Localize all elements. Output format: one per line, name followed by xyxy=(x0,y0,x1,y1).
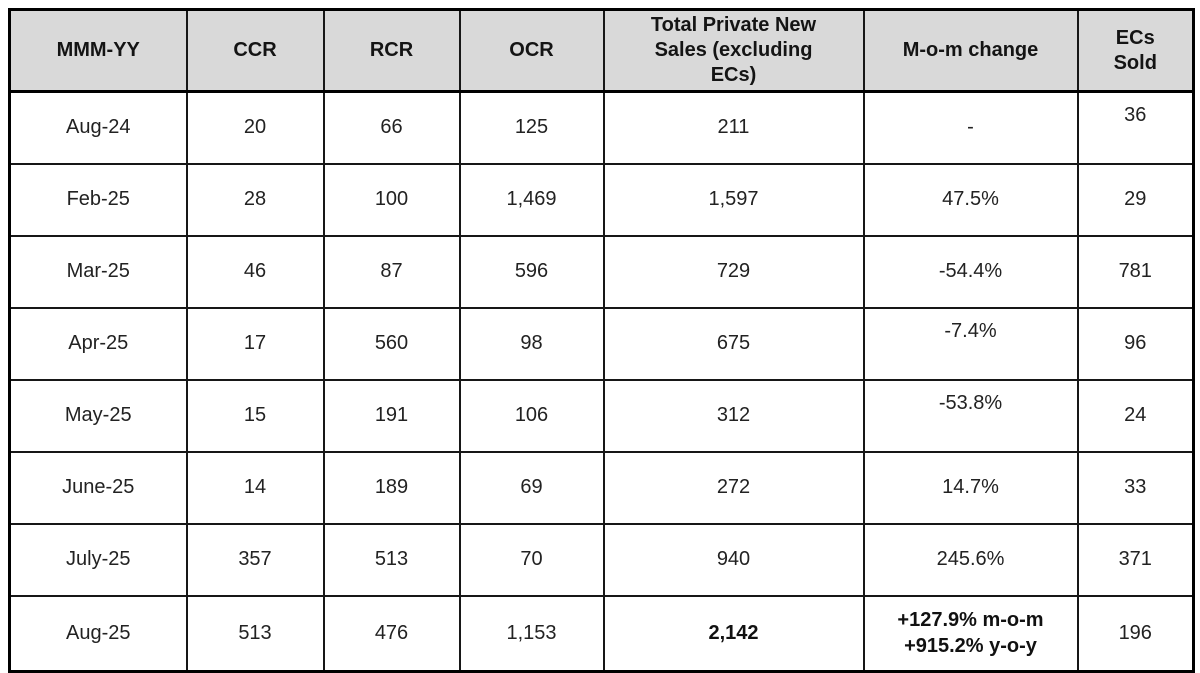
cell-rcr: 87 xyxy=(322,234,461,309)
cell-total: 1,597 xyxy=(602,162,865,237)
cell-mom: 245.6% xyxy=(862,522,1079,597)
column-header-rcr: RCR xyxy=(322,8,461,93)
cell-month: June-25 xyxy=(8,450,188,525)
cell-ecs: 24 xyxy=(1076,378,1195,453)
column-header-total-private-new-sales: Total Private New Sales (excluding ECs) xyxy=(602,8,865,93)
column-header-ocr: OCR xyxy=(458,8,605,93)
cell-ecs: 36 xyxy=(1076,90,1195,165)
column-header-label: ECs Sold xyxy=(1113,26,1157,74)
cell-ccr: 14 xyxy=(185,450,325,525)
cell-ccr: 15 xyxy=(185,378,325,453)
cell-mom: +127.9% m-o-m +915.2% y-o-y xyxy=(862,594,1079,673)
table-row: June-25 14 189 69 272 14.7% 33 xyxy=(8,450,1195,525)
cell-total: 729 xyxy=(602,234,865,309)
cell-ocr: 1,469 xyxy=(458,162,605,237)
column-header-ecs-sold: ECs Sold xyxy=(1076,8,1195,93)
cell-month: Apr-25 xyxy=(8,306,188,381)
cell-rcr: 513 xyxy=(322,522,461,597)
table-body: Aug-24 20 66 125 211-36 Feb-25 28 100 1,469 1,597… xyxy=(8,90,1195,673)
cell-rcr: 560 xyxy=(322,306,461,381)
cell-ocr: 69 xyxy=(458,450,605,525)
cell-ccr: 46 xyxy=(185,234,325,309)
cell-mom: 47.5% xyxy=(862,162,1079,237)
cell-ocr: 98 xyxy=(458,306,605,381)
cell-total: 940 xyxy=(602,522,865,597)
cell-ecs: 29 xyxy=(1076,162,1195,237)
cell-ocr: 1,153 xyxy=(458,594,605,673)
table-row: Apr-25 17 560 98 675 -7.4% 96 xyxy=(8,306,1195,381)
cell-rcr: 66 xyxy=(322,90,461,165)
header-row: MMM-YY CCR RCR OCR Total Private New Sal… xyxy=(8,8,1195,93)
column-header-label: RCR xyxy=(369,39,414,61)
table-header: MMM-YY CCR RCR OCR Total Private New Sal… xyxy=(8,8,1195,93)
cell-month: Aug-25 xyxy=(8,594,188,673)
cell-ocr: 596 xyxy=(458,234,605,309)
column-header-label: OCR xyxy=(509,39,554,61)
cell-rcr: 476 xyxy=(322,594,461,673)
column-header-month: MMM-YY xyxy=(8,8,188,93)
table-row: May-25 15 191 106 312 -53.8% 24 xyxy=(8,378,1195,453)
table-row: Feb-25 28 100 1,469 1,597 47.5% 29 xyxy=(8,162,1195,237)
cell-rcr: 189 xyxy=(322,450,461,525)
cell-ecs: 371 xyxy=(1076,522,1195,597)
cell-ecs: 33 xyxy=(1076,450,1195,525)
monthly-new-private-home-sales-table: MMM-YY CCR RCR OCR Total Private New Sal… xyxy=(8,8,1195,673)
column-header-ccr: CCR xyxy=(185,8,325,93)
cell-ccr: 513 xyxy=(185,594,325,673)
cell-ecs: 781 xyxy=(1076,234,1195,309)
column-header-label: CCR xyxy=(233,39,277,61)
cell-total: 312 xyxy=(602,378,865,453)
table-row: Mar-25 46 87 596 729 -54.4% 781 xyxy=(8,234,1195,309)
table-row: July-25 357 513 70 940 245.6% 371 xyxy=(8,522,1195,597)
cell-ccr: 28 xyxy=(185,162,325,237)
column-header-label: M-o-m change xyxy=(902,39,1039,61)
column-header-label: Total Private New Sales (excluding ECs) xyxy=(650,14,817,86)
cell-total: 272 xyxy=(602,450,865,525)
cell-ecs: 96 xyxy=(1076,306,1195,381)
cell-ccr: 17 xyxy=(185,306,325,381)
cell-total: 675 xyxy=(602,306,865,381)
cell-ccr: 20 xyxy=(185,90,325,165)
cell-mom: 14.7% xyxy=(862,450,1079,525)
cell-month: May-25 xyxy=(8,378,188,453)
cell-mom: - xyxy=(862,90,1079,165)
cell-rcr: 100 xyxy=(322,162,461,237)
table-row: Aug-25 513 476 1,153 2,142 +127.9% m-o-m +915… xyxy=(8,594,1195,673)
cell-ccr: 357 xyxy=(185,522,325,597)
cell-ocr: 106 xyxy=(458,378,605,453)
table-row: Aug-24 20 66 125 211-36 xyxy=(8,90,1195,165)
cell-total: 211 xyxy=(602,90,865,165)
cell-mom: -53.8% xyxy=(862,378,1079,453)
cell-month: Feb-25 xyxy=(8,162,188,237)
cell-month: Mar-25 xyxy=(8,234,188,309)
cell-month: July-25 xyxy=(8,522,188,597)
cell-rcr: 191 xyxy=(322,378,461,453)
column-header-mom-change: M-o-m change xyxy=(862,8,1079,93)
cell-ecs: 196 xyxy=(1076,594,1195,673)
cell-mom: -7.4% xyxy=(862,306,1079,381)
cell-mom: -54.4% xyxy=(862,234,1079,309)
cell-ocr: 125 xyxy=(458,90,605,165)
cell-ocr: 70 xyxy=(458,522,605,597)
column-header-label: MMM-YY xyxy=(56,39,140,61)
cell-total: 2,142 xyxy=(602,594,865,673)
cell-month: Aug-24 xyxy=(8,90,188,165)
